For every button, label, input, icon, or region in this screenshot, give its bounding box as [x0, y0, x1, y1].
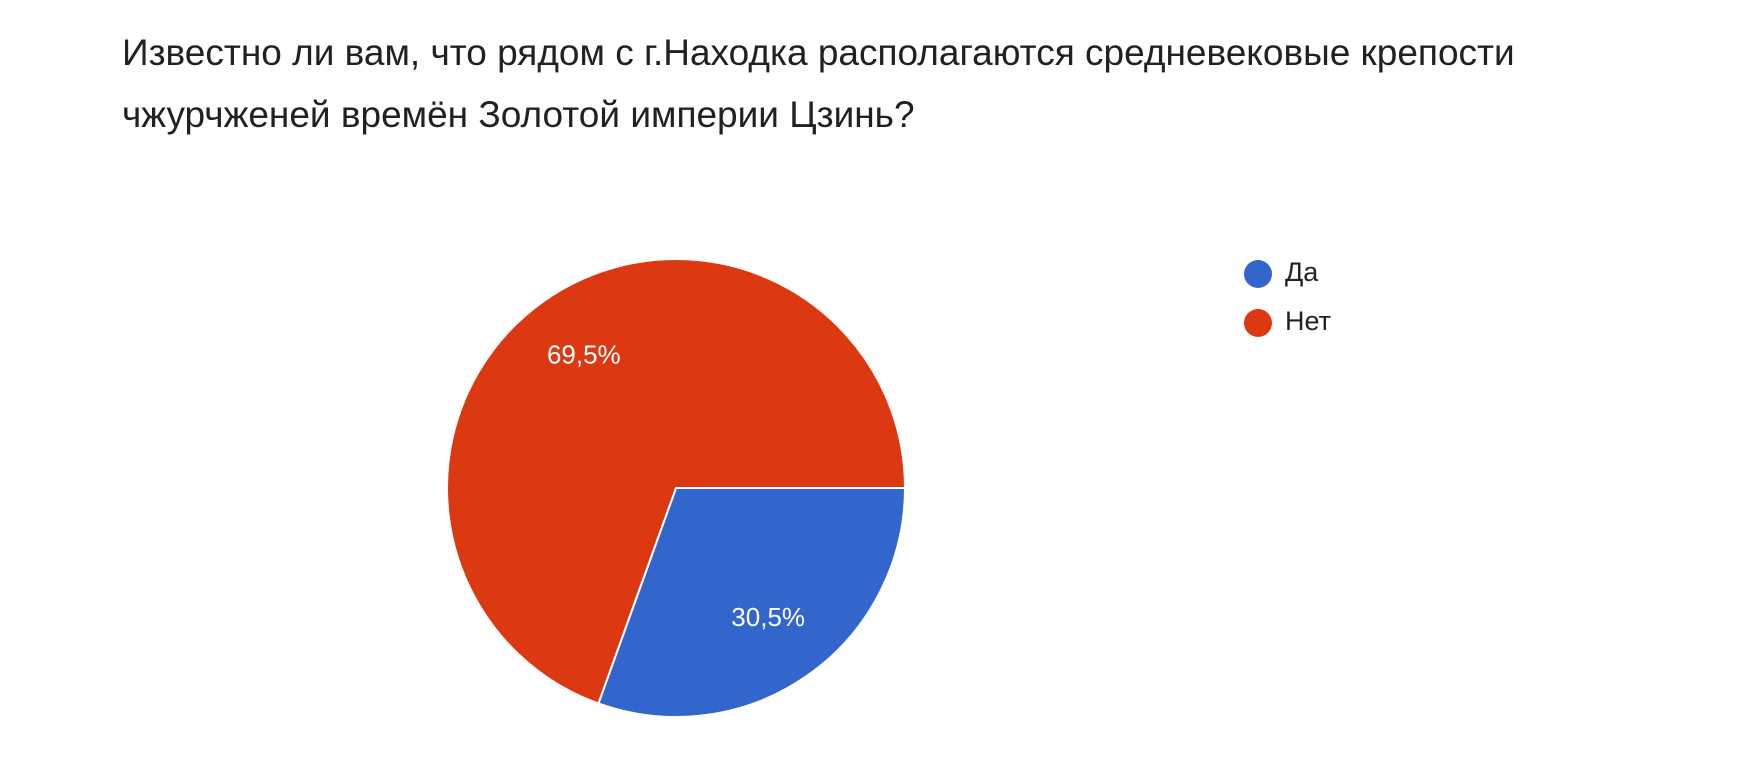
slice-label: 30,5% — [731, 602, 805, 632]
legend-marker — [1244, 260, 1272, 288]
slice-label: 69,5% — [547, 340, 621, 370]
pie-slice — [446, 258, 907, 705]
legend-label: Да — [1285, 257, 1319, 287]
chart-title: Известно ли вам, что рядом с г.Находка р… — [122, 32, 1515, 135]
legend-marker — [1244, 309, 1272, 337]
legend-label: Нет — [1285, 306, 1331, 336]
pie-slice — [597, 487, 907, 718]
